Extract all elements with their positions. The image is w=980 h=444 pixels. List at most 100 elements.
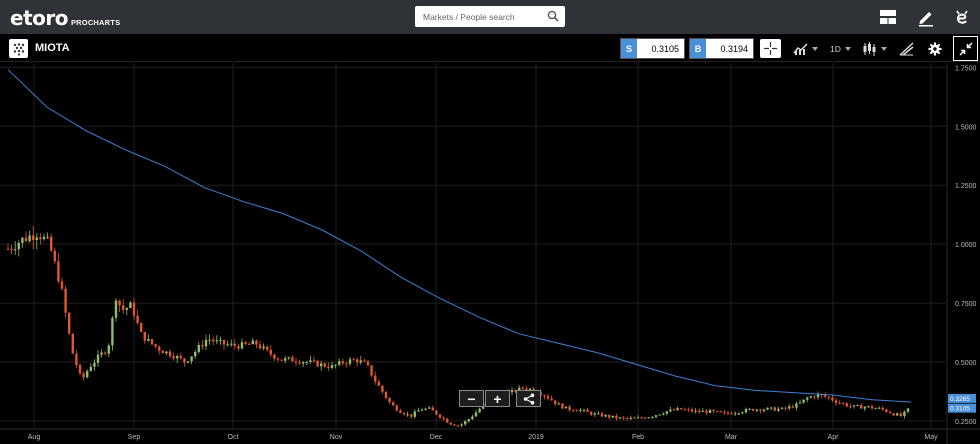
candle-body: [449, 422, 452, 425]
candle-body: [568, 406, 571, 411]
candle-body: [464, 421, 467, 425]
candle-body: [842, 403, 845, 405]
candle-body: [683, 409, 686, 411]
timeframe-dropdown[interactable]: 1D: [830, 39, 851, 58]
candle-body: [809, 396, 812, 398]
timeframe-label: 1D: [830, 43, 841, 54]
candle-body: [582, 409, 586, 411]
candle-body: [762, 409, 766, 411]
pencil-icon[interactable]: [916, 7, 936, 27]
candle-body: [669, 409, 672, 412]
sell-price-button[interactable]: S 0.3105: [620, 38, 685, 59]
price-label-bg: [948, 403, 976, 413]
candle-body: [672, 409, 676, 411]
candle-body: [618, 417, 622, 419]
candle-body: [579, 409, 582, 411]
candle-body: [222, 340, 226, 345]
candle-body: [381, 385, 384, 392]
candle-body: [428, 407, 431, 409]
candle-body: [590, 411, 593, 415]
candle-body: [338, 361, 341, 365]
candle-body: [312, 360, 316, 362]
candle-body: [849, 406, 852, 408]
candle-body: [50, 236, 53, 251]
candle-body: [248, 343, 251, 345]
candle-body: [698, 410, 701, 412]
candle-body: [6, 248, 10, 250]
candle-body: [510, 390, 514, 393]
candle-body: [323, 363, 326, 367]
candle-body: [737, 413, 740, 415]
candle-body: [608, 415, 611, 418]
candle-body: [564, 406, 568, 409]
candle-body: [885, 409, 888, 412]
candle-body: [287, 357, 290, 359]
crosshair-button[interactable]: [760, 39, 781, 58]
price-chart[interactable]: 1.7500 1.5000 1.2500 1.0000 0.7500 0.5000 0.25…: [0, 63, 980, 444]
candle-body: [240, 342, 244, 349]
chart-toolbar: MIOTA S 0.3105 B 0.3194 1D: [0, 35, 980, 62]
candle-body: [896, 413, 899, 416]
candle-body: [453, 424, 456, 426]
indicators-dropdown[interactable]: [793, 39, 818, 58]
price-label-bg: [948, 393, 976, 403]
drawing-tools-button[interactable]: [899, 39, 914, 58]
candle-body: [251, 340, 254, 345]
candle-body: [298, 362, 301, 364]
candle-body: [24, 237, 28, 242]
candle-body: [726, 412, 730, 414]
y-tick-label: 0.2500: [955, 419, 977, 426]
candle-body: [258, 344, 262, 349]
candle-body: [716, 411, 719, 413]
candle-body: [827, 396, 830, 398]
settings-button[interactable]: [928, 39, 942, 58]
sell-price: 0.3105: [651, 43, 679, 54]
candle-body: [636, 417, 640, 419]
candle-body: [374, 375, 377, 382]
candle-body: [572, 410, 575, 412]
zoom-in-button[interactable]: +: [485, 390, 510, 407]
candle-body: [708, 409, 712, 413]
candle-body: [334, 364, 337, 366]
zoom-out-button[interactable]: −: [459, 390, 484, 407]
candle-body: [21, 237, 24, 244]
collapse-button[interactable]: [953, 36, 978, 61]
candle-body: [28, 235, 31, 242]
candle-body: [741, 412, 744, 414]
candle-body: [154, 344, 157, 347]
candle-body: [514, 390, 517, 393]
candle-body: [158, 346, 161, 351]
candle-body: [165, 351, 168, 354]
etoro-logo[interactable]: etoro PROCHARTS: [10, 6, 120, 30]
candle-body: [867, 406, 870, 408]
candle-body: [118, 300, 121, 306]
candle-body: [161, 350, 164, 354]
search-box[interactable]: [415, 6, 565, 27]
candle-body: [755, 409, 758, 411]
candle-body: [150, 338, 154, 345]
layout-icon[interactable]: [878, 7, 898, 27]
candle-body: [305, 361, 308, 363]
chart-type-dropdown[interactable]: [862, 39, 887, 58]
candle-body: [35, 237, 38, 240]
buy-price-button[interactable]: B 0.3194: [689, 38, 754, 59]
crosshair-icon: [764, 42, 777, 55]
candle-body: [269, 349, 272, 355]
candle-body: [856, 405, 859, 407]
candle-body: [870, 406, 874, 409]
candle-body: [586, 409, 589, 412]
candle-body: [863, 406, 866, 409]
search-input[interactable]: [415, 6, 545, 27]
candle-body: [903, 411, 906, 417]
candle-body: [262, 346, 265, 349]
candle-body: [906, 408, 910, 412]
candle-body: [644, 417, 647, 419]
share-button[interactable]: [516, 390, 541, 407]
candle-body: [518, 387, 521, 393]
search-icon[interactable]: [547, 10, 559, 22]
chevron-down-icon: [844, 46, 851, 51]
etoro-icon[interactable]: [952, 7, 972, 27]
candle-body: [550, 398, 553, 401]
candle-body: [107, 345, 110, 354]
candle-body: [795, 403, 798, 408]
